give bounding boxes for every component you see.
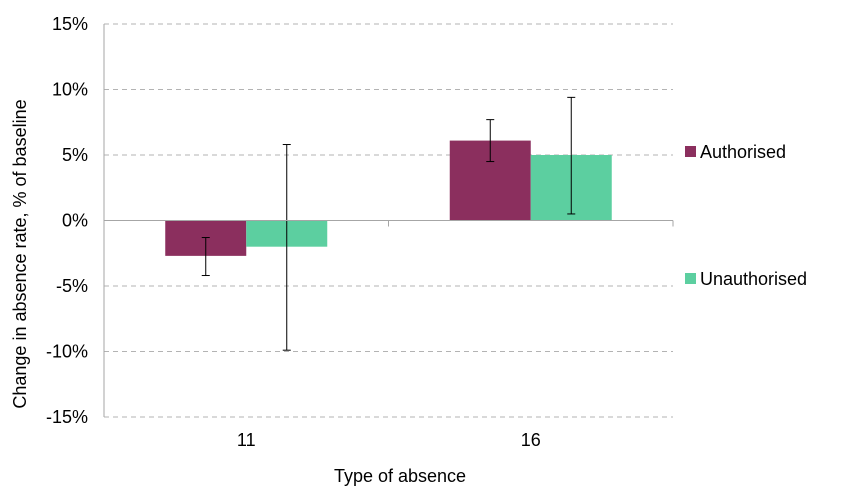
y-tick-label: 10% bbox=[52, 80, 88, 100]
legend: Authorised Unauthorised bbox=[685, 142, 807, 289]
y-tick-label: 5% bbox=[62, 145, 88, 165]
x-tick-label: 11 bbox=[237, 430, 256, 450]
legend-swatch bbox=[685, 146, 696, 157]
y-tick-label: 0% bbox=[62, 211, 88, 231]
y-tick-label: -15% bbox=[46, 407, 88, 427]
legend-swatch bbox=[685, 273, 696, 284]
y-axis: 15% 10% 5% 0% -5% -10% -15% bbox=[46, 14, 105, 427]
error-bars bbox=[201, 96, 576, 351]
x-tick-label: 16 bbox=[521, 430, 541, 450]
y-axis-title: Change in absence rate, % of baseline bbox=[10, 99, 30, 408]
x-axis-title: Type of absence bbox=[334, 466, 466, 486]
y-tick-label: 15% bbox=[52, 14, 88, 34]
bars bbox=[165, 140, 612, 256]
legend-label: Authorised bbox=[700, 142, 786, 162]
y-tick-label: -5% bbox=[56, 276, 88, 296]
y-tick-label: -10% bbox=[46, 342, 88, 362]
x-axis: 11 16 bbox=[103, 220, 674, 450]
legend-label: Unauthorised bbox=[700, 269, 807, 289]
